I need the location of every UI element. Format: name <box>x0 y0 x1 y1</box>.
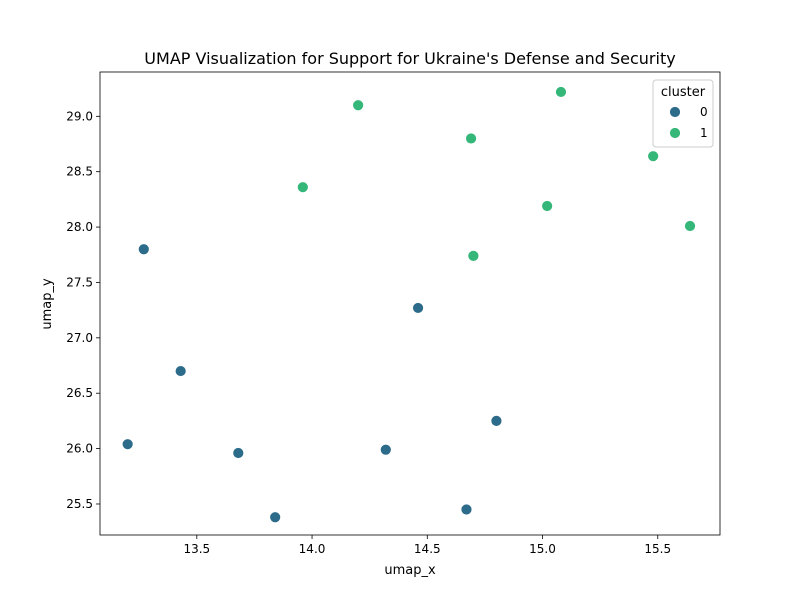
y-axis-label: umap_y <box>40 278 55 330</box>
cluster-1-point <box>555 86 567 98</box>
x-tick-label: 15.5 <box>644 542 671 556</box>
cluster-0-point <box>174 365 187 377</box>
cluster-0-point <box>269 511 282 524</box>
cluster-1-point <box>684 220 696 232</box>
legend-title: cluster <box>661 85 706 100</box>
cluster-1-point <box>465 132 477 145</box>
legend-label-cluster-1: 1 <box>700 126 708 140</box>
x-tick-label: 14.5 <box>414 542 441 556</box>
cluster-1-point <box>296 181 309 194</box>
x-tick-label: 14.0 <box>299 542 326 556</box>
y-tick-label: 26.0 <box>66 442 93 456</box>
y-tick-label: 27.5 <box>66 275 93 289</box>
cluster-0-point <box>379 443 392 456</box>
cluster-0-point <box>121 438 134 451</box>
x-axis-label: umap_x <box>384 563 436 578</box>
x-tick-label: 15.0 <box>529 542 556 556</box>
data-points <box>121 86 696 524</box>
y-tick-label: 28.5 <box>66 165 93 179</box>
cluster-1-point <box>467 249 480 262</box>
legend: cluster 01 <box>652 79 714 148</box>
cluster-0-point <box>137 243 150 256</box>
plot-area <box>99 71 721 536</box>
legend-box <box>652 79 714 148</box>
cluster-0-point <box>412 302 424 314</box>
y-tick-label: 25.5 <box>66 497 93 511</box>
y-tick-label: 26.5 <box>66 386 93 400</box>
legend-marker-cluster-1 <box>669 127 681 139</box>
cluster-1-point <box>647 150 660 163</box>
legend-marker-cluster-0 <box>669 106 681 118</box>
cluster-1-point <box>541 200 554 212</box>
y-tick-label: 27.0 <box>66 331 93 345</box>
cluster-0-point <box>232 447 245 459</box>
cluster-1-point <box>352 99 365 112</box>
y-axis: 25.5 26.0 26.5 27.0 27.5 28.0 28.5 29.0 <box>66 109 100 511</box>
cluster-0-point <box>490 415 503 427</box>
y-tick-label: 28.0 <box>66 220 93 234</box>
chart-title: UMAP Visualization for Support for Ukrai… <box>144 49 675 68</box>
x-axis: 13.5 14.0 14.5 15.0 15.5 <box>183 535 671 556</box>
legend-entries: 01 <box>669 105 708 140</box>
cluster-0-point <box>460 503 473 516</box>
y-tick-label: 29.0 <box>66 109 93 123</box>
x-tick-label: 13.5 <box>183 542 210 556</box>
legend-label-cluster-0: 0 <box>700 105 708 119</box>
